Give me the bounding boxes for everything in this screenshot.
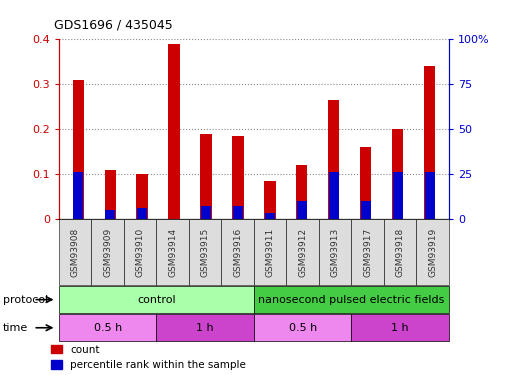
Text: nanosecond pulsed electric fields: nanosecond pulsed electric fields xyxy=(258,295,445,304)
Bar xyxy=(297,165,307,219)
Bar xyxy=(265,213,275,219)
Text: GSM93914: GSM93914 xyxy=(168,228,177,277)
Text: GDS1696 / 435045: GDS1696 / 435045 xyxy=(54,19,172,32)
Bar xyxy=(393,172,403,219)
Bar xyxy=(105,210,115,219)
Text: GSM93919: GSM93919 xyxy=(428,228,437,277)
Text: 0.5 h: 0.5 h xyxy=(288,323,317,333)
Text: protocol: protocol xyxy=(3,295,48,304)
Text: 0.5 h: 0.5 h xyxy=(93,323,122,333)
Bar xyxy=(201,206,211,219)
Bar xyxy=(168,44,180,219)
Text: GSM93917: GSM93917 xyxy=(363,228,372,277)
Text: GSM93909: GSM93909 xyxy=(103,228,112,277)
Bar xyxy=(328,100,340,219)
Bar xyxy=(264,181,275,219)
Text: time: time xyxy=(3,323,28,333)
Bar xyxy=(73,172,83,219)
Bar xyxy=(361,201,371,219)
Text: GSM93913: GSM93913 xyxy=(331,228,340,277)
Text: GSM93912: GSM93912 xyxy=(298,228,307,277)
Bar xyxy=(424,66,436,219)
Bar xyxy=(392,129,403,219)
Text: control: control xyxy=(137,295,176,304)
Text: GSM93918: GSM93918 xyxy=(396,228,405,277)
Text: GSM93908: GSM93908 xyxy=(71,228,80,277)
Text: GSM93911: GSM93911 xyxy=(266,228,274,277)
Text: GSM93915: GSM93915 xyxy=(201,228,210,277)
Legend: count, percentile rank within the sample: count, percentile rank within the sample xyxy=(51,345,246,370)
Bar xyxy=(425,172,435,219)
Bar xyxy=(360,147,371,219)
Bar xyxy=(233,206,243,219)
Bar xyxy=(201,134,211,219)
Bar xyxy=(72,80,84,219)
Text: 1 h: 1 h xyxy=(196,323,214,333)
Bar xyxy=(137,208,147,219)
Bar xyxy=(329,172,339,219)
Text: GSM93910: GSM93910 xyxy=(136,228,145,277)
Bar xyxy=(105,170,116,219)
Bar xyxy=(232,136,244,219)
Text: 1 h: 1 h xyxy=(391,323,409,333)
Bar xyxy=(136,174,148,219)
Text: GSM93916: GSM93916 xyxy=(233,228,242,277)
Bar xyxy=(297,201,307,219)
